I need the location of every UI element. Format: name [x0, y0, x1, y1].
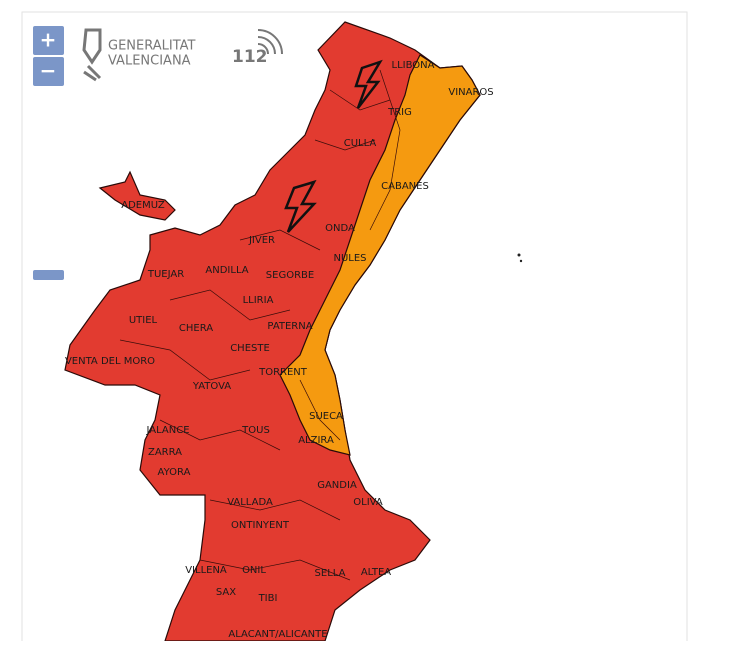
place-label: CABANES: [381, 181, 429, 192]
place-label: ONTINYENT: [231, 520, 290, 531]
place-label: UTIEL: [129, 315, 158, 326]
place-label: SAX: [216, 587, 236, 598]
place-label: ZARRA: [148, 447, 182, 458]
place-label: AYORA: [158, 467, 191, 478]
region-red-enclave: [98, 170, 176, 221]
place-label: TRIG: [387, 107, 412, 118]
storm-icon: [354, 59, 383, 109]
place-label: CULLA: [344, 138, 377, 149]
place-label: VALLADA: [227, 497, 273, 508]
zoom-in-label[interactable]: +: [40, 28, 57, 52]
place-label: SELLA: [315, 568, 346, 579]
place-label: JALANCE: [145, 425, 189, 436]
storm-icon: [284, 179, 317, 233]
zoom-in-button[interactable]: [33, 26, 64, 55]
place-label: SEGORBE: [266, 270, 314, 281]
place-label: NULES: [333, 253, 366, 264]
emergency-waves: [257, 29, 283, 55]
place-label: ALZIRA: [298, 435, 334, 446]
place-label: TOUS: [241, 425, 270, 436]
place-label: SUECA: [309, 411, 343, 422]
place-label: ADEMUZ: [121, 200, 165, 211]
place-label: VILLENA: [185, 565, 227, 576]
place-label: TUEJAR: [147, 269, 184, 280]
place-label: LLIRIA: [243, 295, 274, 306]
municipal-borders: [119, 69, 401, 581]
place-label: LLIBONA: [392, 60, 435, 71]
place-label: TORRENT: [258, 367, 308, 378]
region-orange: [279, 54, 481, 456]
zoom-out-label[interactable]: −: [40, 59, 57, 83]
place-label: PATERNA: [267, 321, 312, 332]
zoom-out-button[interactable]: [33, 57, 64, 86]
generalitat-emblem: [82, 28, 102, 82]
place-label: CHESTE: [230, 343, 270, 354]
island: [517, 253, 521, 257]
logo-text: VALENCIANA: [108, 54, 191, 69]
place-label: ONIL: [242, 565, 266, 576]
place-label: YATOVA: [192, 381, 231, 392]
logo-text: GENERALITAT: [108, 39, 196, 54]
place-label: VENTA DEL MORO: [65, 356, 155, 367]
place-label: OLIVA: [353, 497, 383, 508]
place-label: ALTEA: [361, 567, 391, 578]
place-label: ONDA: [325, 223, 355, 234]
place-label: CHERA: [179, 323, 213, 334]
place-label: ALACANT/ALICANTE: [228, 629, 327, 640]
place-label: ANDILLA: [205, 265, 248, 276]
place-label: VINAROS: [448, 87, 493, 98]
island: [519, 259, 523, 263]
layer-toggle[interactable]: [33, 270, 64, 280]
emergency-logo: 112: [232, 47, 268, 67]
place-label: TIBI: [258, 593, 278, 604]
place-label: GANDIA: [317, 480, 357, 491]
place-labels: LLIBONA VINAROS TRIG CULLA CABANES ADEMUZ ONDA…: [65, 60, 494, 640]
place-label: JIVER: [248, 235, 275, 246]
